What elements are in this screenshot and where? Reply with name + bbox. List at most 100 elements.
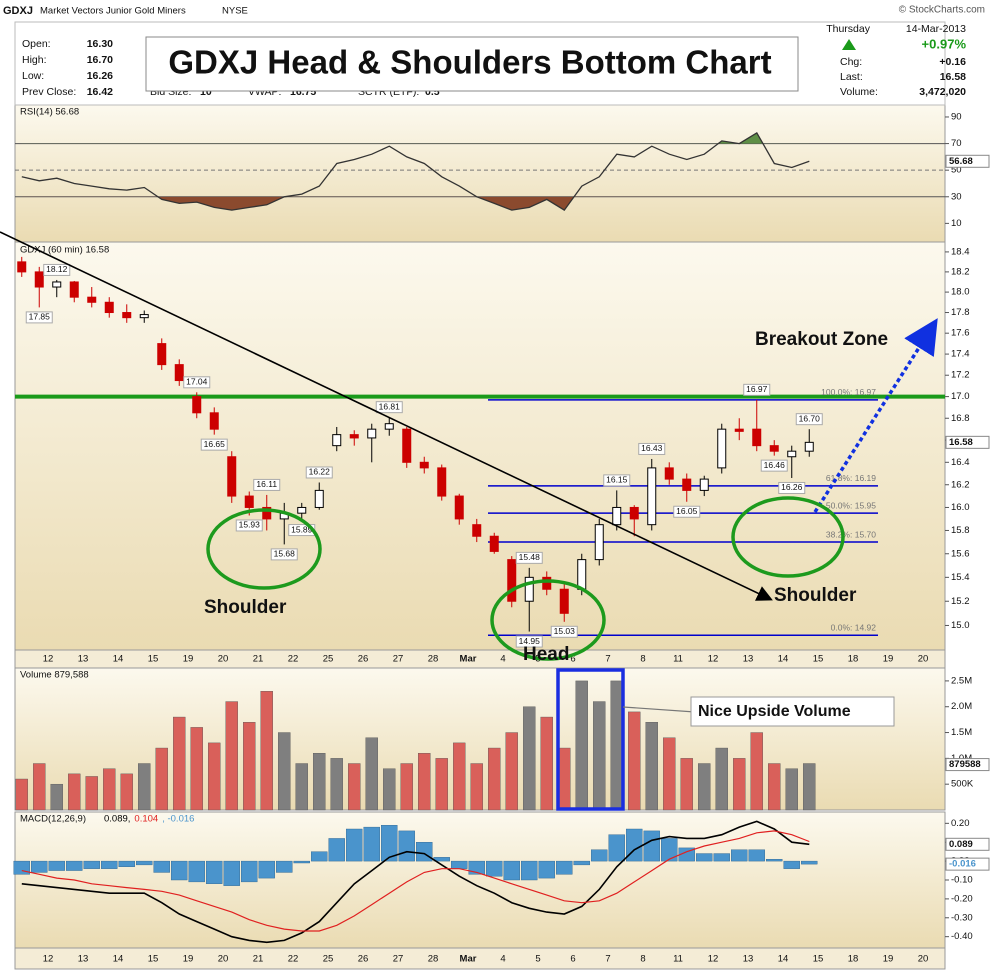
- volume-bar: [15, 778, 28, 811]
- candle-body: [787, 450, 797, 458]
- x-tick-label: 13: [78, 954, 89, 965]
- value-box: [945, 758, 990, 772]
- y-tick-label: 18.2: [951, 266, 970, 277]
- price-label-box: [305, 466, 333, 479]
- fib-label: 61.8%: 16.19: [826, 473, 876, 483]
- price-label-box: [515, 551, 543, 564]
- quote-label: Last:: [840, 71, 863, 83]
- quote-value: 16.26: [87, 70, 113, 82]
- callout-box: [690, 696, 895, 727]
- histogram-bar: [48, 860, 65, 871]
- candle-body: [262, 506, 272, 520]
- volume-bar: [50, 783, 63, 811]
- head-circle: [490, 579, 606, 661]
- histogram-bar: [101, 860, 118, 869]
- histogram-bar: [731, 849, 748, 862]
- y-tick-label: 15.4: [951, 572, 970, 583]
- security-name: Market Vectors Junior Gold Miners: [40, 6, 186, 17]
- candle-body: [402, 428, 412, 463]
- price-label-box: [550, 625, 578, 638]
- x-tick-label: 26: [358, 654, 369, 665]
- rsi-panel: [14, 104, 946, 243]
- volume-bar: [593, 701, 606, 811]
- x-tick-label: 20: [918, 954, 929, 965]
- fib-label: 0.0%: 14.92: [831, 622, 877, 632]
- histogram-bar: [363, 826, 380, 862]
- candle-body: [104, 301, 114, 314]
- x-tick-label: 12: [43, 954, 54, 965]
- price-label: 16.65: [204, 439, 226, 449]
- histogram-bar: [241, 860, 258, 883]
- histogram-bar: [573, 860, 590, 866]
- y-tick-label: 90: [951, 111, 962, 122]
- x-tick-label: 18: [848, 954, 859, 965]
- quote-day: Thursday: [826, 23, 871, 35]
- x-tick-label: 25: [323, 654, 334, 665]
- quote-value: 16.42: [87, 86, 113, 98]
- volume-bar: [663, 737, 676, 811]
- annotation: Shoulder: [774, 585, 857, 606]
- candle-body: [384, 423, 394, 430]
- value-box-label: 56.68: [949, 156, 973, 167]
- histogram-bar: [311, 851, 328, 862]
- annotation: Nice Upside Volume: [698, 703, 851, 720]
- histogram-bar: [486, 860, 503, 877]
- histogram-bar: [293, 860, 310, 864]
- y-tick-label: -0.20: [951, 893, 973, 904]
- y-tick-label: 16.0: [951, 502, 970, 513]
- quote-change-pct: +0.97%: [922, 36, 967, 51]
- quote-value: 3,472,020: [919, 86, 966, 98]
- x-tick-label: 7: [605, 954, 610, 965]
- x-tick-label: 11: [673, 654, 683, 665]
- volume-bar: [558, 747, 571, 811]
- volume-bar: [715, 747, 728, 811]
- volume-bar: [120, 773, 133, 811]
- volume-bar: [540, 716, 553, 811]
- x-tick-label: 27: [393, 654, 404, 665]
- volume-bar: [295, 763, 308, 811]
- candle-body: [297, 506, 307, 514]
- price-label-box: [183, 376, 211, 389]
- candle-body: [577, 559, 587, 590]
- volume-bar: [523, 706, 536, 811]
- volume-bar: [225, 701, 238, 811]
- candle-body: [454, 495, 464, 520]
- volume-bar: [85, 776, 98, 811]
- x-tick-label: 6: [570, 954, 575, 965]
- price-label: 14.95: [519, 636, 541, 646]
- x-tick-label: 12: [708, 954, 719, 965]
- histogram-bar: [83, 860, 100, 869]
- panel-reading: 0.089,: [104, 814, 130, 825]
- downtrend-line: [0, 231, 773, 601]
- x-tick-label: Mar: [460, 654, 477, 665]
- candle-body: [244, 495, 254, 508]
- x-tick-label: 4: [500, 954, 505, 965]
- candle-body: [664, 467, 674, 480]
- quote-label: Chg:: [840, 56, 862, 68]
- histogram-bar: [223, 860, 240, 886]
- x-tick-label: 20: [918, 654, 929, 665]
- panel-title: GDXJ (60 min) 16.58: [20, 245, 109, 256]
- rsi-line: [21, 131, 810, 211]
- candle-body: [227, 456, 237, 497]
- candle-body: [507, 559, 517, 602]
- histogram-bar: [766, 859, 783, 862]
- histogram-bar: [661, 838, 678, 862]
- y-tick-label: 50: [951, 165, 962, 176]
- x-tick-label: 19: [183, 654, 194, 665]
- candle-body: [489, 535, 499, 552]
- volume-bar: [628, 711, 641, 811]
- histogram-bar: [276, 860, 293, 873]
- macd-line: [21, 820, 810, 944]
- histogram-bar: [188, 860, 205, 883]
- x-tick-label: 28: [428, 654, 439, 665]
- annotation: Breakout Zone: [755, 329, 888, 350]
- histogram-bar: [556, 860, 573, 875]
- price-label-box: [778, 481, 806, 494]
- histogram-bar: [451, 860, 468, 869]
- candle-body: [157, 343, 167, 366]
- volume-bar: [750, 732, 763, 811]
- panel-title: Volume 879,588: [20, 670, 89, 681]
- y-tick-label: 0.20: [951, 818, 970, 829]
- histogram-bar: [31, 860, 48, 873]
